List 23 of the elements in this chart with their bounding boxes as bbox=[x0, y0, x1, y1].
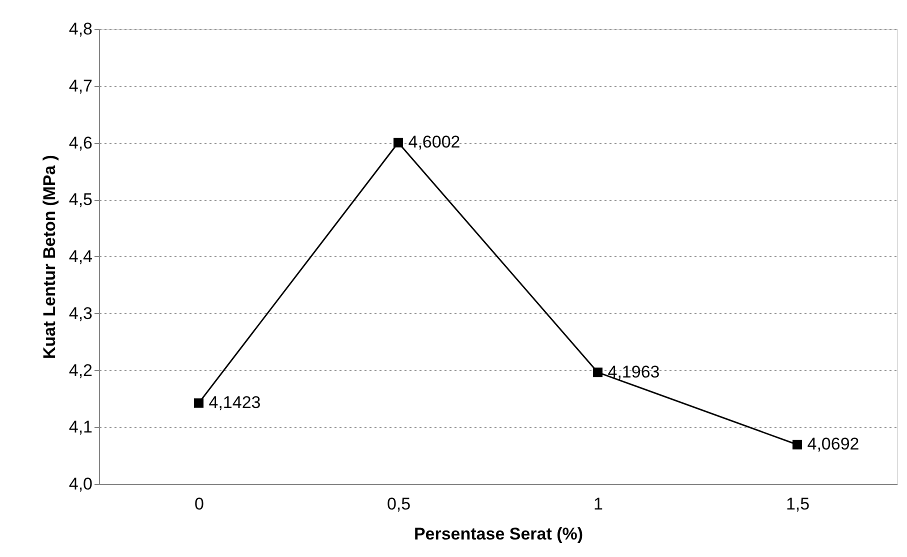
x-tick-label: 0 bbox=[194, 494, 204, 514]
data-label: 4,1423 bbox=[208, 393, 261, 412]
point bbox=[394, 138, 403, 148]
y-tick-label: 4,6 bbox=[68, 133, 92, 152]
data-label: 4,1963 bbox=[608, 362, 660, 382]
point bbox=[792, 440, 802, 450]
y-tick-label: 4,1 bbox=[68, 418, 92, 437]
y-tick-label: 4,7 bbox=[68, 76, 92, 96]
x-axis-title: Persentase Serat (%) bbox=[414, 524, 584, 544]
data-label: 4,6002 bbox=[408, 132, 460, 152]
point bbox=[194, 398, 204, 408]
data-label: 4,0692 bbox=[807, 434, 860, 454]
y-tick-label: 4,3 bbox=[68, 304, 92, 323]
x-tick-label: 1,5 bbox=[786, 494, 810, 514]
y-tick-label: 4,5 bbox=[68, 190, 92, 210]
y-axis-title: Kuat Lentur Beton (MPa ) bbox=[40, 155, 59, 359]
x-tick-label: 1 bbox=[594, 494, 603, 514]
x-tick-label: 0,5 bbox=[386, 494, 411, 514]
y-tick-label: 4,8 bbox=[68, 20, 92, 38]
y-tick-label: 4,2 bbox=[68, 360, 92, 380]
point bbox=[593, 368, 602, 378]
y-tick-label: 4,0 bbox=[68, 474, 92, 494]
y-tick-label: 4,4 bbox=[68, 247, 92, 266]
